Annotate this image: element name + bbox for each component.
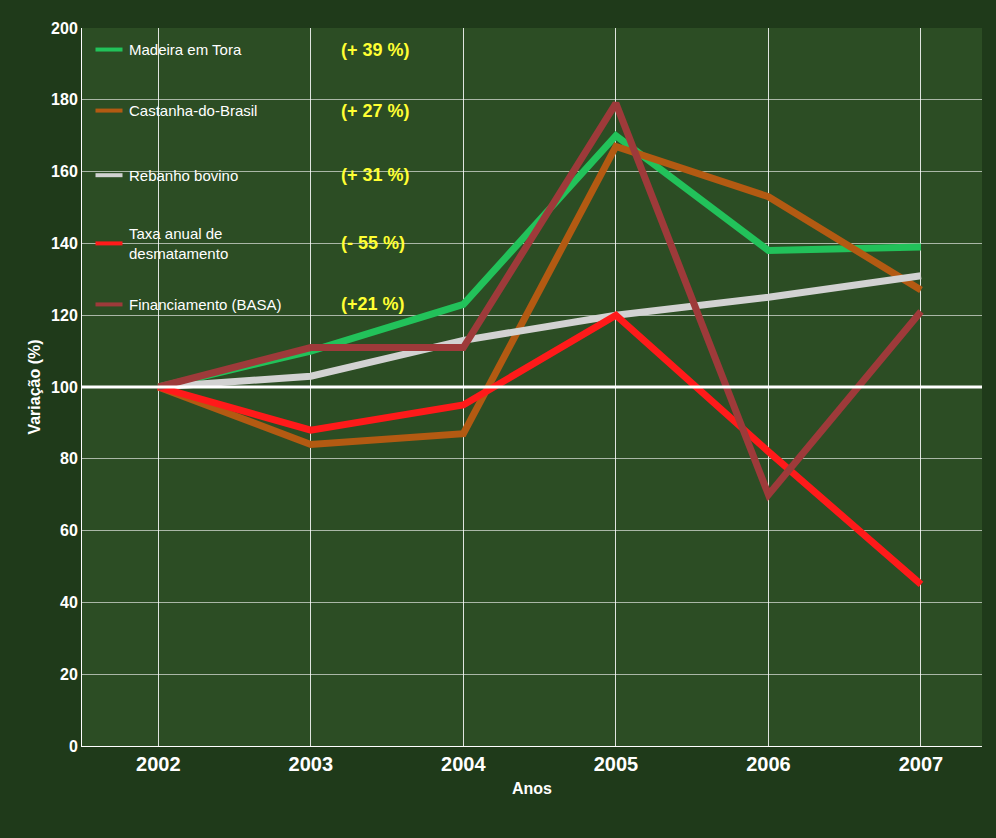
svg-text:140: 140 <box>51 235 78 252</box>
svg-text:40: 40 <box>60 594 78 611</box>
svg-text:60: 60 <box>60 522 78 539</box>
svg-text:2006: 2006 <box>746 753 791 775</box>
svg-text:2003: 2003 <box>289 753 334 775</box>
svg-text:(- 55 %): (- 55 %) <box>341 233 405 253</box>
svg-text:(+21 %): (+21 %) <box>341 294 405 314</box>
svg-text:2007: 2007 <box>899 753 944 775</box>
svg-text:2004: 2004 <box>441 753 486 775</box>
svg-text:80: 80 <box>60 450 78 467</box>
svg-text:100: 100 <box>51 379 78 396</box>
svg-text:200: 200 <box>51 20 78 37</box>
svg-text:Anos: Anos <box>512 780 552 797</box>
svg-text:20: 20 <box>60 666 78 683</box>
svg-text:(+ 27 %): (+ 27 %) <box>341 101 410 121</box>
svg-text:Taxa anual dedesmatamento: Taxa anual dedesmatamento <box>129 225 228 262</box>
svg-text:Madeira em Tora: Madeira em Tora <box>129 41 242 58</box>
svg-text:Castanha-do-Brasil: Castanha-do-Brasil <box>129 102 257 119</box>
svg-text:2002: 2002 <box>136 753 181 775</box>
svg-text:Financiamento (BASA): Financiamento (BASA) <box>129 296 282 313</box>
svg-text:(+ 39 %): (+ 39 %) <box>341 40 410 60</box>
svg-text:180: 180 <box>51 91 78 108</box>
svg-text:120: 120 <box>51 307 78 324</box>
svg-text:Rebanho bovino: Rebanho bovino <box>129 167 238 184</box>
svg-text:(+ 31 %): (+ 31 %) <box>341 165 410 185</box>
svg-text:Variação (%): Variação (%) <box>26 339 43 434</box>
svg-text:2005: 2005 <box>594 753 639 775</box>
svg-text:160: 160 <box>51 163 78 180</box>
svg-text:0: 0 <box>69 738 78 755</box>
